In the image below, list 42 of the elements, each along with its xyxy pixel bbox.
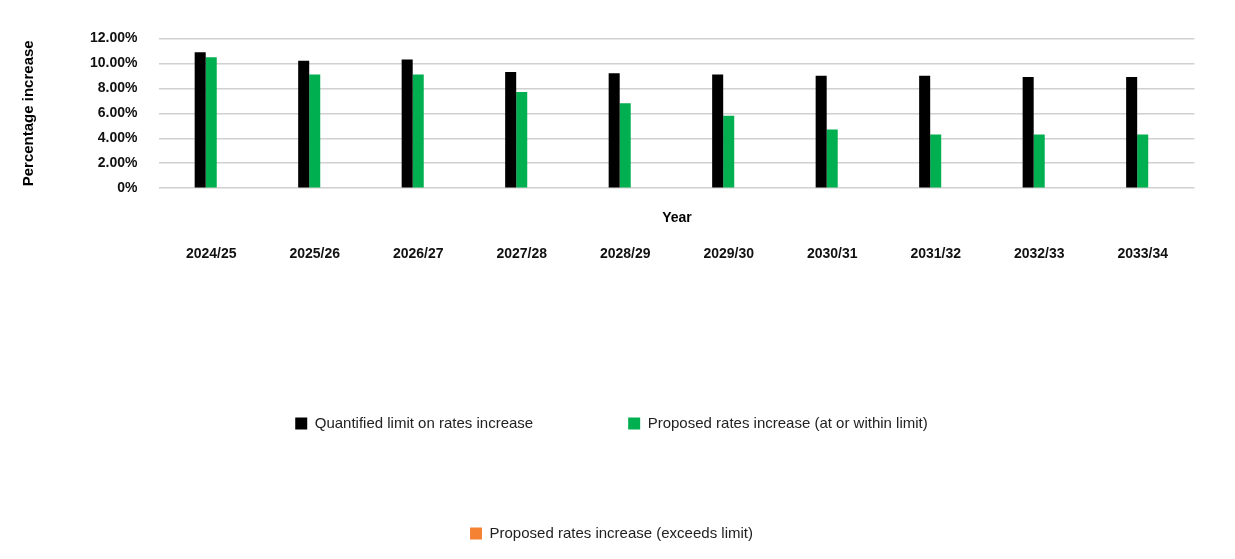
bar — [516, 92, 528, 188]
bar — [1126, 77, 1138, 188]
bar — [930, 134, 942, 188]
legend-label: Quantified limit on rates increase — [314, 413, 534, 431]
y-tick-label: 10.00% — [90, 54, 139, 71]
x-axis-title: Year — [662, 209, 693, 226]
bar — [309, 74, 321, 188]
y-tick-label: 0% — [117, 179, 139, 196]
bar — [1022, 77, 1034, 188]
x-tick-label: 2027/28 — [496, 245, 548, 262]
y-tick-label: 4.00% — [97, 129, 139, 146]
bar — [505, 72, 517, 188]
bar — [712, 74, 724, 188]
y-tick-label: 6.00% — [97, 104, 139, 121]
bar — [194, 52, 206, 188]
legend-label: Proposed rates increase (at or within limit) — [647, 413, 928, 431]
x-tick-label: 2030/31 — [806, 245, 858, 262]
x-tick-label: 2024/25 — [185, 245, 237, 262]
bar — [815, 75, 827, 188]
x-tick-label: 2025/26 — [289, 245, 341, 262]
bar — [401, 59, 413, 188]
bar — [826, 129, 838, 188]
bar — [608, 73, 620, 188]
bar — [205, 57, 217, 188]
x-tick-label: 2026/27 — [392, 245, 444, 262]
bar — [619, 103, 631, 188]
x-tick-label: 2031/32 — [910, 245, 962, 262]
bar — [1137, 134, 1149, 188]
y-tick-label: 12.00% — [90, 29, 139, 46]
bar — [723, 115, 735, 188]
bar — [298, 60, 310, 188]
y-tick-label: 2.00% — [97, 154, 139, 171]
x-tick-label: 2029/30 — [703, 245, 755, 262]
legend-label: Proposed rates increase (exceeds limit) — [489, 523, 753, 541]
bar — [919, 75, 931, 188]
bar — [1033, 134, 1045, 188]
x-tick-label: 2032/33 — [1013, 245, 1065, 262]
bar — [412, 74, 424, 188]
y-axis-title: Percentage increase — [19, 40, 37, 187]
x-tick-label: 2028/29 — [599, 245, 651, 262]
x-tick-label: 2033/34 — [1117, 245, 1169, 262]
y-tick-label: 8.00% — [97, 79, 139, 96]
